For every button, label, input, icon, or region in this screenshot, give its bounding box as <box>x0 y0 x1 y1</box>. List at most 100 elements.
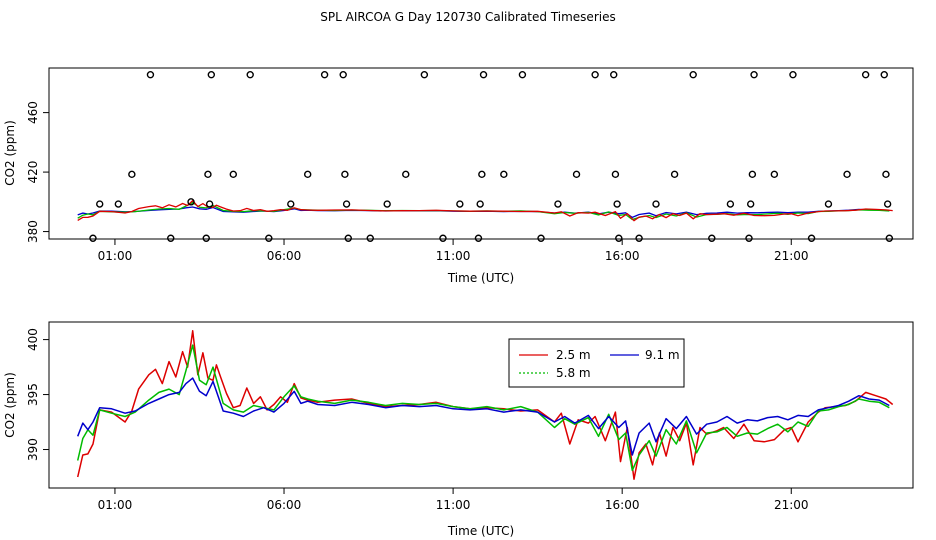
calibration-point <box>146 70 155 79</box>
calibration-point <box>883 200 892 208</box>
calibration-point <box>342 200 351 208</box>
calibration-point <box>339 70 347 79</box>
legend-label-2-5m: 2.5 m <box>556 348 591 362</box>
calibration-point <box>610 70 618 79</box>
calibration-point <box>750 70 758 79</box>
bottom-x-tick-label: 16:00 <box>605 498 640 512</box>
top-x-tick-label: 06:00 <box>267 249 302 263</box>
top-panel: 01:00 06:00 11:00 16:00 21:00 380 420 460 Time… <box>3 67 914 285</box>
bottom-x-tick-label: 11:00 <box>436 498 471 512</box>
calibration-point <box>265 234 273 242</box>
calibration-point <box>207 70 216 79</box>
calibration-point <box>880 70 888 79</box>
calibration-point <box>456 200 464 208</box>
calibration-point <box>229 170 237 179</box>
calibration-point <box>745 234 753 242</box>
series-line-9-1-m <box>77 377 890 456</box>
series-line-2-5-m <box>76 330 894 480</box>
legend-label-5-8m: 5.8 m <box>556 366 591 380</box>
bottom-y-tick-label: 390 <box>26 438 40 461</box>
bottom-y-axis-title: CO2 (ppm) <box>3 372 17 438</box>
top-y-axis: 380 420 460 <box>26 101 49 243</box>
calibration-point <box>726 200 735 208</box>
calibration-point <box>652 200 660 208</box>
calibration-point <box>500 170 508 179</box>
calibration-point <box>613 200 621 208</box>
top-plot-frame <box>48 67 914 240</box>
calibration-point <box>615 234 623 242</box>
calibration-point <box>746 200 755 208</box>
calibration-point <box>344 234 352 242</box>
calibration-point <box>383 200 391 208</box>
calibration-point <box>770 170 779 179</box>
top-x-axis: 01:00 06:00 11:00 16:00 21:00 <box>98 239 809 263</box>
calibration-point <box>128 170 136 179</box>
top-x-tick-label: 16:00 <box>605 249 640 263</box>
calibration-point <box>96 200 104 208</box>
calibration-point <box>611 170 620 179</box>
calibration-point <box>708 234 716 242</box>
calibration-point <box>807 234 816 242</box>
calibration-point <box>518 70 527 79</box>
top-calibration-points <box>77 70 894 242</box>
calibration-point <box>114 200 123 208</box>
calibration-point <box>89 234 97 242</box>
calibration-point <box>320 70 329 79</box>
bottom-plot-frame <box>48 321 914 489</box>
calibration-point <box>479 70 488 79</box>
bottom-x-tick-label: 21:00 <box>774 498 809 512</box>
calibration-point <box>635 234 643 242</box>
calibration-point <box>670 170 679 179</box>
bottom-x-tick-label: 06:00 <box>267 498 302 512</box>
top-x-tick-label: 11:00 <box>436 249 471 263</box>
calibration-point <box>861 70 870 79</box>
calibration-point <box>439 234 447 242</box>
calibration-point <box>420 70 429 79</box>
calibration-point <box>366 234 374 242</box>
figure-title: SPL AIRCOA G Day 120730 Calibrated Times… <box>320 10 615 24</box>
top-x-tick-label: 21:00 <box>774 249 809 263</box>
calibration-point <box>204 170 212 179</box>
calibration-point <box>202 234 210 242</box>
bottom-panel: 01:00 06:00 11:00 16:00 21:00 390 395 400 Time… <box>3 321 914 538</box>
calibration-point <box>341 170 349 179</box>
calibration-point <box>246 70 254 79</box>
calibration-point <box>167 234 175 242</box>
top-y-tick-label: 460 <box>26 101 40 124</box>
calibration-point <box>689 70 697 79</box>
calibration-point <box>537 234 545 242</box>
calibration-point <box>882 170 890 179</box>
bottom-x-tick-label: 01:00 <box>98 498 133 512</box>
legend-box <box>508 338 685 388</box>
legend: 2.5 m 5.8 m 9.1 m <box>508 338 685 388</box>
calibration-point <box>402 170 410 179</box>
calibration-point <box>478 170 486 179</box>
calibration-point <box>287 200 295 208</box>
top-x-tick-label: 01:00 <box>98 249 133 263</box>
top-x-axis-title: Time (UTC) <box>447 271 514 285</box>
calibration-point <box>572 170 581 179</box>
bottom-y-tick-label: 395 <box>26 383 40 406</box>
calibration-point <box>205 200 214 208</box>
calibration-point <box>476 200 484 208</box>
calibration-point <box>789 70 797 79</box>
top-y-tick-label: 420 <box>26 161 40 184</box>
top-y-tick-label: 380 <box>26 220 40 243</box>
calibration-point <box>591 70 599 79</box>
bottom-y-axis: 390 395 400 <box>26 328 49 461</box>
calibration-point <box>885 234 894 242</box>
calibration-point <box>474 234 483 242</box>
calibration-point <box>187 198 195 206</box>
bottom-series-lines <box>76 330 894 480</box>
calibration-point <box>824 200 833 208</box>
bottom-x-axis: 01:00 06:00 11:00 16:00 21:00 <box>98 488 809 512</box>
series-line-5-8-m <box>76 344 890 472</box>
calibration-point <box>303 170 312 179</box>
bottom-x-axis-title: Time (UTC) <box>447 524 514 538</box>
top-y-axis-title: CO2 (ppm) <box>3 120 17 186</box>
calibration-point <box>554 200 562 208</box>
top-series-line <box>77 199 893 222</box>
calibration-point <box>748 170 757 179</box>
bottom-y-tick-label: 400 <box>26 328 40 351</box>
legend-label-9-1m: 9.1 m <box>645 348 680 362</box>
